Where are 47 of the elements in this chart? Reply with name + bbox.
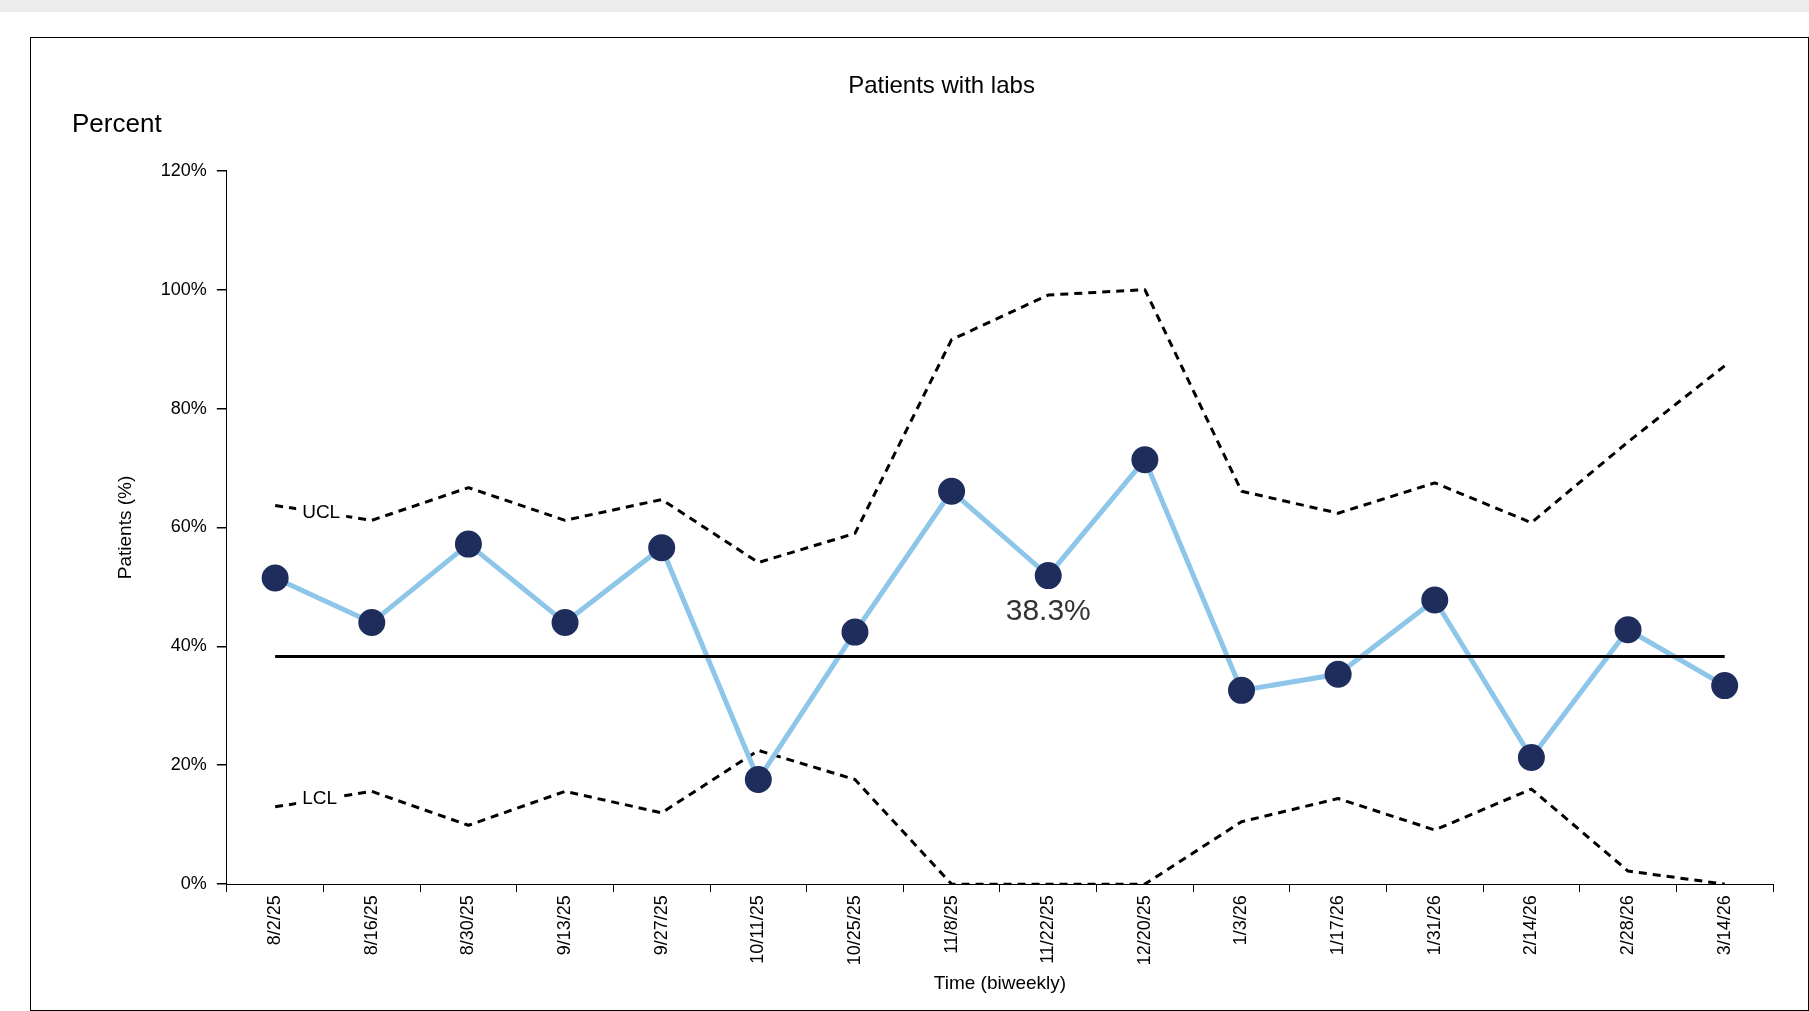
point	[261, 564, 289, 592]
series-label: LCL	[302, 787, 338, 809]
x-tick-label: 2/28/26	[1617, 895, 1638, 956]
x-tick-label: 2/14/26	[1520, 895, 1541, 956]
x-tick-label: 10/11/25	[747, 895, 768, 964]
y-tick-label: 20%	[170, 754, 207, 775]
point	[358, 609, 386, 637]
x-tick-label: 12/20/25	[1133, 895, 1154, 966]
point	[744, 766, 772, 794]
point	[841, 618, 869, 646]
x-tick-label: 8/2/25	[264, 895, 285, 946]
x-tick-label: 11/22/25	[1037, 895, 1058, 964]
point	[454, 530, 482, 558]
point	[938, 477, 966, 505]
point	[551, 609, 579, 637]
point	[1614, 616, 1642, 644]
y-tick-label: 100%	[160, 278, 207, 299]
y-tick-label: 120%	[160, 159, 207, 180]
series-label: UCL	[302, 501, 341, 523]
point	[1711, 672, 1739, 700]
x-tick-label: 3/14/26	[1713, 895, 1734, 956]
y-tick-label: 60%	[170, 516, 207, 537]
point	[1517, 744, 1545, 772]
x-tick-label: 8/16/25	[360, 895, 381, 956]
point	[1324, 660, 1352, 688]
point	[648, 534, 676, 562]
x-tick-label: 9/27/25	[650, 895, 671, 956]
x-tick-label: 9/13/25	[554, 895, 575, 956]
x-tick-label: 8/30/25	[457, 895, 478, 956]
x-tick-label: 1/31/26	[1423, 895, 1444, 956]
y-tick-label: 0%	[180, 873, 207, 894]
y-tick-label: 80%	[170, 397, 207, 418]
point	[1034, 562, 1062, 590]
chart-title: Patients with labs	[848, 71, 1035, 99]
x-axis-title: Time (biweekly)	[933, 971, 1067, 993]
point	[1228, 676, 1256, 704]
line-series	[273, 288, 1727, 565]
x-tick-label: 1/3/26	[1230, 895, 1251, 946]
y-axis-title: Patients (%)	[113, 475, 135, 580]
x-tick-label: 10/25/25	[843, 895, 864, 966]
x-tick-label: 1/17/26	[1327, 895, 1348, 956]
text: Percent	[72, 108, 163, 139]
ref-line-label: 38.3%	[1005, 592, 1091, 626]
y-tick-label: 40%	[170, 635, 207, 656]
x-tick-label: 11/8/25	[940, 895, 961, 954]
point	[1131, 446, 1159, 474]
point	[1421, 586, 1449, 614]
